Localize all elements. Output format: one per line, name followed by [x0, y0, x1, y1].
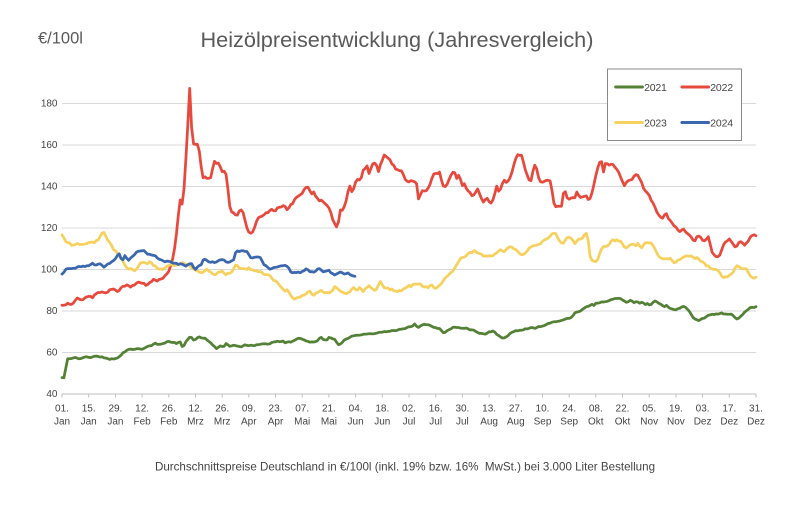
svg-text:2021: 2021 — [644, 82, 667, 94]
svg-text:120: 120 — [41, 223, 58, 234]
svg-text:16.: 16. — [429, 403, 443, 414]
svg-text:12.: 12. — [189, 403, 203, 414]
svg-text:Heizölpreisentwicklung (Jahres: Heizölpreisentwicklung (Jahresvergleich) — [201, 27, 594, 52]
svg-text:23.: 23. — [269, 403, 283, 414]
svg-text:01.: 01. — [55, 403, 69, 414]
svg-text:17.: 17. — [722, 403, 736, 414]
svg-text:40: 40 — [46, 389, 58, 400]
svg-text:Feb: Feb — [133, 416, 151, 427]
svg-text:19.: 19. — [669, 403, 683, 414]
svg-text:05.: 05. — [642, 403, 656, 414]
svg-text:07.: 07. — [295, 403, 309, 414]
svg-text:22.: 22. — [616, 403, 630, 414]
svg-text:Dez: Dez — [720, 416, 738, 427]
svg-text:Nov: Nov — [667, 416, 685, 427]
svg-text:160: 160 — [41, 140, 58, 151]
svg-text:02.: 02. — [402, 403, 416, 414]
svg-text:15.: 15. — [82, 403, 96, 414]
svg-text:Sep: Sep — [534, 416, 552, 427]
svg-text:Jun: Jun — [348, 416, 364, 427]
svg-text:Feb: Feb — [160, 416, 178, 427]
svg-text:Apr: Apr — [268, 416, 284, 427]
svg-text:Okt: Okt — [588, 416, 604, 427]
svg-text:26.: 26. — [162, 403, 176, 414]
svg-text:31.: 31. — [749, 403, 763, 414]
svg-text:Mai: Mai — [294, 416, 310, 427]
svg-text:30.: 30. — [455, 403, 469, 414]
svg-text:60: 60 — [46, 347, 58, 358]
svg-text:100: 100 — [41, 264, 58, 275]
svg-text:Durchschnittspreise Deutschlan: Durchschnittspreise Deutschland in €/100… — [155, 461, 655, 474]
svg-text:10.: 10. — [536, 403, 550, 414]
svg-text:09.: 09. — [242, 403, 256, 414]
svg-text:26.: 26. — [215, 403, 229, 414]
svg-text:Jul: Jul — [456, 416, 469, 427]
svg-text:12.: 12. — [135, 403, 149, 414]
svg-text:Sep: Sep — [560, 416, 578, 427]
svg-text:Mrz: Mrz — [187, 416, 204, 427]
svg-text:Okt: Okt — [615, 416, 631, 427]
svg-text:2022: 2022 — [710, 82, 733, 94]
svg-text:Aug: Aug — [507, 416, 525, 427]
svg-text:Dez: Dez — [747, 416, 765, 427]
svg-text:08.: 08. — [589, 403, 603, 414]
svg-text:Jan: Jan — [107, 416, 123, 427]
svg-text:18.: 18. — [375, 403, 389, 414]
svg-text:Jan: Jan — [81, 416, 97, 427]
svg-text:80: 80 — [46, 306, 58, 317]
svg-text:24.: 24. — [562, 403, 576, 414]
svg-text:180: 180 — [41, 98, 58, 109]
svg-text:03.: 03. — [696, 403, 710, 414]
svg-text:Dez: Dez — [694, 416, 712, 427]
svg-text:2023: 2023 — [644, 118, 667, 130]
svg-text:2024: 2024 — [710, 118, 733, 130]
svg-text:Jul: Jul — [429, 416, 442, 427]
svg-text:Apr: Apr — [241, 416, 257, 427]
svg-text:Jun: Jun — [374, 416, 390, 427]
svg-text:04.: 04. — [349, 403, 363, 414]
svg-text:Jan: Jan — [54, 416, 70, 427]
svg-text:Jul: Jul — [403, 416, 416, 427]
svg-text:140: 140 — [41, 181, 58, 192]
svg-text:Nov: Nov — [640, 416, 658, 427]
svg-text:27.: 27. — [509, 403, 523, 414]
svg-text:13.: 13. — [482, 403, 496, 414]
svg-text:Mrz: Mrz — [214, 416, 231, 427]
svg-text:21.: 21. — [322, 403, 336, 414]
svg-text:€/100l: €/100l — [38, 30, 83, 48]
svg-text:Mai: Mai — [321, 416, 337, 427]
svg-text:Aug: Aug — [480, 416, 498, 427]
svg-text:29.: 29. — [108, 403, 122, 414]
